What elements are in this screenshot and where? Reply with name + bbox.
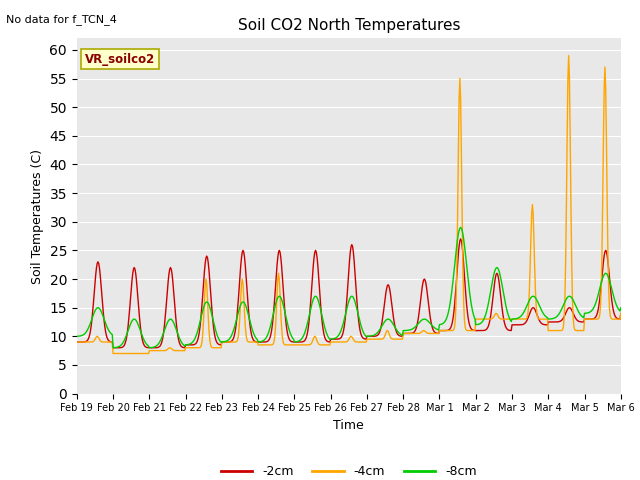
Title: Soil CO2 North Temperatures: Soil CO2 North Temperatures [237, 18, 460, 33]
-4cm [460, 299, 467, 305]
-8cm [141, 340, 149, 346]
-2cm [277, 254, 285, 260]
-8cm [277, 295, 285, 300]
Legend: -2cm, -4cm, -8cm: -2cm, -4cm, -8cm [216, 460, 482, 480]
-2cm [457, 236, 465, 242]
-2cm [73, 339, 81, 345]
Y-axis label: Soil Temperatures (C): Soil Temperatures (C) [31, 148, 44, 284]
-8cm [428, 322, 435, 327]
-2cm [428, 320, 435, 325]
Text: No data for f_TCN_4: No data for f_TCN_4 [6, 14, 117, 25]
-4cm [277, 309, 285, 315]
-8cm [73, 334, 81, 339]
-4cm [299, 342, 307, 348]
-8cm [299, 335, 307, 340]
-2cm [109, 345, 117, 351]
-8cm [248, 326, 256, 332]
-8cm [457, 225, 465, 230]
Line: -4cm: -4cm [77, 56, 640, 353]
-4cm [73, 339, 81, 345]
Line: -8cm: -8cm [77, 228, 640, 348]
-4cm [141, 350, 149, 356]
-8cm [461, 242, 468, 248]
Text: VR_soilco2: VR_soilco2 [85, 53, 156, 66]
-8cm [109, 345, 117, 350]
Line: -2cm: -2cm [77, 239, 640, 348]
X-axis label: Time: Time [333, 419, 364, 432]
-2cm [141, 344, 149, 350]
-2cm [299, 339, 307, 345]
-4cm [248, 339, 256, 345]
-4cm [565, 53, 573, 59]
-2cm [248, 334, 256, 340]
-4cm [109, 350, 117, 356]
-4cm [428, 331, 435, 336]
-2cm [461, 272, 468, 278]
